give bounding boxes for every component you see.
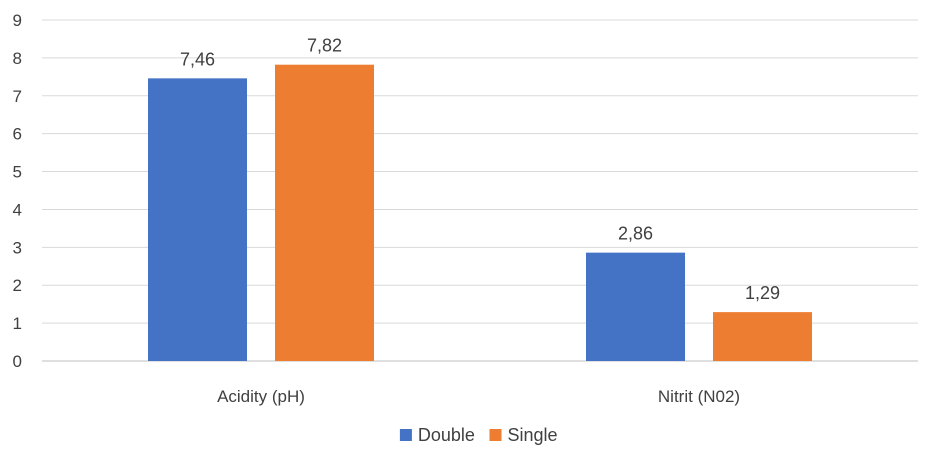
legend: Double Single — [399, 425, 558, 445]
y-tick-label: 7 — [13, 87, 22, 106]
y-tick-label: 9 — [13, 11, 22, 30]
bar-double-1 — [586, 252, 685, 361]
bar-double-0 — [148, 78, 247, 362]
y-tick-label: 6 — [13, 125, 22, 144]
bar-single-1 — [713, 312, 812, 361]
y-tick-label: 5 — [13, 163, 22, 182]
legend-label-double: Double — [418, 425, 475, 445]
data-labels: 7,46 7,82 2,86 1,29 — [180, 36, 780, 303]
data-label: 7,46 — [180, 49, 215, 69]
x-category-label: Nitrit (N02) — [658, 387, 740, 406]
data-label: 7,82 — [307, 36, 342, 56]
data-label: 1,29 — [745, 283, 780, 303]
x-axis: Acidity (pH) Nitrit (N02) — [217, 387, 740, 406]
legend-label-single: Single — [508, 425, 558, 445]
y-tick-label: 0 — [13, 352, 22, 371]
y-tick-label: 3 — [13, 238, 22, 257]
y-tick-label: 8 — [13, 49, 22, 68]
bars — [148, 64, 812, 362]
y-tick-label: 1 — [13, 314, 22, 333]
y-axis: 0 1 2 3 4 5 6 7 8 9 — [13, 11, 22, 371]
bar-single-0 — [275, 64, 374, 361]
data-label: 2,86 — [618, 224, 653, 244]
legend-swatch-single — [489, 429, 502, 441]
y-tick-label: 4 — [13, 200, 22, 219]
x-category-label: Acidity (pH) — [217, 387, 305, 406]
legend-swatch-double — [399, 429, 412, 441]
y-tick-label: 2 — [13, 276, 22, 295]
